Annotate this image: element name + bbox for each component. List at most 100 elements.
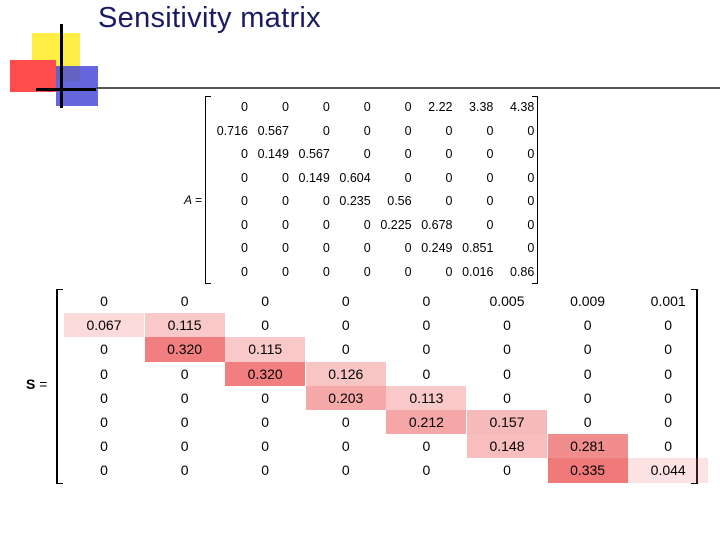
matrix-s-cell: 0.281 [547,434,628,459]
matrix-a-cell: 0 [486,147,494,161]
matrix-s-cell: 0 [100,365,108,382]
matrix-a-right-bracket [532,96,538,284]
matrix-a-cell: 0 [322,264,330,279]
matrix-s-cell: 0 [583,365,592,382]
matrix-a-cell: 0 [241,217,248,232]
matrix-s-cell: 0.005 [489,293,525,309]
matrix-s-cell: 0 [503,341,511,358]
matrix-a-cell: 0 [322,100,330,114]
matrix-s-cell: 0 [583,414,592,430]
matrix-s-cell: 0 [664,438,673,455]
matrix-a-cell: 0.225 [380,217,412,232]
matrix-a-cell: 0 [363,264,371,279]
matrix-s-cell: 0.115 [144,313,225,338]
matrix-a-cell: 4.38 [509,100,535,114]
logo-horizontal-line [36,88,96,91]
matrix-a-cell: 0 [445,147,453,161]
logo-blue-square [56,66,98,106]
matrix-a-cell: 0 [281,241,289,255]
matrix-s-cell: 0 [341,462,350,479]
matrix-a-cell: 0 [527,123,535,138]
matrix-a-cell: 0.249 [421,241,453,255]
slide-title: Sensitivity matrix [98,2,321,34]
matrix-s-right-bracket [691,289,698,484]
matrix-a-cell: 0.567 [257,123,289,138]
matrix-a-cell: 0 [363,147,371,161]
matrix-s-cell: 0.320 [144,337,225,362]
matrix-a-cell: 0 [241,194,248,208]
matrix-s-cell: 0.126 [305,361,386,386]
matrix-s-cell: 0 [503,389,511,406]
matrix-s-cell: 0 [664,341,673,358]
matrix-a-cell: 0 [404,264,412,279]
matrix-s-cell: 0 [261,438,270,455]
matrix-s-cell: 0 [180,462,189,479]
matrix-s-cell: 0 [180,293,189,309]
matrix-s-cell: 0.203 [305,385,386,410]
matrix-s-cell: 0 [100,438,108,455]
matrix-s-cell: 0.335 [547,458,628,483]
matrix-a-cell: 0 [404,147,412,161]
matrix-a-cell: 0 [363,100,371,114]
matrix-a-cell: 0 [527,147,535,161]
matrix-a-cell: 0.851 [462,241,494,255]
matrix-a-cell: 0 [281,100,289,114]
matrix-s-cell: 0 [422,365,431,382]
slide-logo [0,0,100,110]
matrix-a-cell: 0 [486,123,494,138]
matrix-s-cell: 0 [583,317,592,334]
matrix-a-cell: 0 [404,241,412,255]
matrix-s-cell: 0 [503,462,511,479]
matrix-a-cell: 0 [404,170,412,185]
matrix-s-cell: 0 [341,438,350,455]
matrix-s-cell: 0 [100,389,108,406]
matrix-a-cell: 0 [486,194,494,208]
matrix-s-cell: 0 [180,438,189,455]
matrix-a-cell: 0 [281,170,289,185]
matrix-a-cell: 0 [322,194,330,208]
matrix-s-cell: 0 [583,389,592,406]
matrix-s-cell: 0 [100,414,108,430]
matrix-a-cell: 0 [363,123,371,138]
matrix-a-cell: 0 [486,217,494,232]
matrix-s-cell: 0 [341,341,350,358]
matrix-s-cell: 0.067 [64,313,144,338]
matrix-a-cell: 0 [322,123,330,138]
matrix-s-cell: 0.113 [386,385,467,410]
logo-red-square [10,60,56,92]
matrix-a-cell: 0 [527,217,535,232]
matrix-a-cell: 0.149 [257,147,289,161]
matrix-s-cell: 0 [180,389,189,406]
matrix-s-cell: 0 [180,414,189,430]
matrix-a-cell: 0 [404,123,412,138]
matrix-a-cell: 0 [241,264,248,279]
matrix-s-cell: 0.044 [628,458,709,483]
matrix-s-cell: 0 [341,293,350,309]
matrix-a-cell: 0.716 [216,123,248,138]
matrix-a-cell: 0 [241,241,248,255]
matrix-a-cell: 0 [404,100,412,114]
matrix-a-cell: 0.604 [339,170,371,185]
matrix-s-cell: 0.320 [225,361,306,386]
matrix-s-cell: 0.115 [225,337,306,362]
matrix-a-cell: 3.38 [469,100,494,114]
matrix-s-cell: 0 [583,341,592,358]
matrix-s-cell: 0 [100,462,108,479]
matrix-s-cell: 0 [503,365,511,382]
matrix-s-cell: 0 [422,341,431,358]
matrix-a-cell: 0 [322,241,330,255]
matrix-s-cell: 0 [261,389,270,406]
matrix-a-cell: 0 [281,264,289,279]
matrix-a-cell: 0 [281,217,289,232]
matrix-a-cell: 0 [527,241,535,255]
matrix-a-cell: 0.567 [298,147,330,161]
matrix-s-cell: 0.212 [386,410,467,435]
matrix-s-cell: 0.157 [467,410,547,435]
matrix-s-cell: 0 [664,365,673,382]
matrix-s-equals: = [35,376,48,392]
matrix-a-cell: 0 [322,217,330,232]
matrix-a-left-bracket [205,96,211,284]
matrix-s-left-bracket [56,289,63,484]
matrix-s-cell: 0 [100,293,108,309]
matrix-s-cell: 0.009 [570,293,606,309]
